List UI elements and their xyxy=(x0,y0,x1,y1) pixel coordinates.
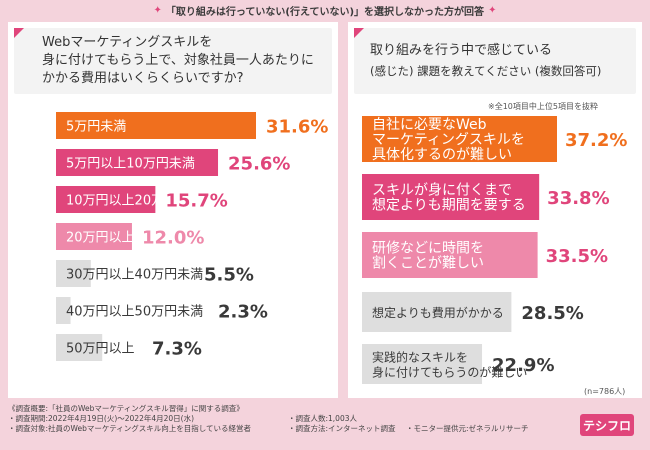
brand-logo: テシフロ xyxy=(580,414,634,436)
footer-provider: ・モニター提供元:ゼネラルリサーチ xyxy=(406,424,529,433)
left-bar-chart: 5万円未満 31.6% 5万円以上10万円未満 25.6% 10万円以上20万円未満15… xyxy=(56,112,328,361)
value-label: 5.5% xyxy=(204,265,254,286)
right-note: ※全10項目中上位5項目を抜粋 xyxy=(488,102,598,111)
left-question-box: Webマーケティングスキルを 身に付けてもらう上で、対象社員一人あたりに かかる… xyxy=(14,28,332,94)
bar xyxy=(56,334,103,361)
bar xyxy=(362,174,540,220)
bar xyxy=(56,223,132,250)
category-label: 30万円以上40万円未満 xyxy=(66,268,203,283)
bar xyxy=(362,292,512,332)
category-label: 実践的なスキルを xyxy=(372,350,468,365)
value-label: 2.3% xyxy=(218,302,268,323)
header-text: 「取り組みは行っていない(行えていない)」を選択しなかった方が回答 xyxy=(165,6,485,18)
bar xyxy=(56,186,156,213)
category-label: 自社に必要なWeb xyxy=(372,117,487,133)
category-label: 研修などに時間を xyxy=(372,241,484,257)
footer: 《調査概要:「社員のWebマーケティングスキル習得」に関する調査》 ・調査期間:… xyxy=(8,404,568,434)
category-label: 20万円以上30万円未満 xyxy=(66,231,203,246)
footer-period: ・調査期間:2022年4月19日(火)〜2022年4月20日(水) xyxy=(8,414,195,423)
footer-respondents: ・調査人数:1,003人 xyxy=(288,414,357,423)
bar xyxy=(362,232,538,278)
value-label: 33.8% xyxy=(547,188,609,209)
category-label: 身に付けてもらうのが難しい xyxy=(372,365,527,380)
star-left-icon: ✦ xyxy=(153,4,162,16)
left-question-line2: 身に付けてもらう上で、対象社員一人あたりに xyxy=(42,53,314,68)
category-label: 割くことが難しい xyxy=(372,255,484,272)
value-label: 15.7% xyxy=(165,191,227,212)
right-question-line2: (感じた) 課題を教えてください (複数回答可) xyxy=(370,64,602,78)
category-label: 具体化するのが難しい xyxy=(372,147,512,163)
right-card: 取り組みを行う中で感じている (感じた) 課題を教えてください (複数回答可) … xyxy=(348,22,642,398)
value-label: 12.0% xyxy=(142,228,204,249)
question-tab-icon xyxy=(354,28,364,38)
header-bar: ✦ 「取り組みは行っていない(行えていない)」を選択しなかった方が回答 ✦ xyxy=(0,0,650,20)
bar xyxy=(56,112,256,139)
right-question-line1: 取り組みを行う中で感じている xyxy=(370,43,553,58)
star-right-icon: ✦ xyxy=(488,4,497,16)
bar xyxy=(362,116,557,162)
bar xyxy=(56,260,91,287)
bar xyxy=(56,149,219,176)
category-label: 5万円以上10万円未満 xyxy=(66,157,195,172)
category-label: 50万円以上 xyxy=(66,342,135,357)
bar xyxy=(362,344,483,384)
sample-size: (n=786人) xyxy=(584,387,626,396)
value-label: 28.5% xyxy=(521,303,583,324)
left-question-line3: かかる費用はいくらくらいですか? xyxy=(42,71,244,86)
category-label: スキルが身に付くまで xyxy=(372,183,512,199)
category-label: 想定よりも費用がかかる xyxy=(372,305,504,320)
value-label: 37.2% xyxy=(565,130,627,151)
value-label: 31.6% xyxy=(266,117,328,138)
bar xyxy=(56,297,71,324)
value-label: 7.3% xyxy=(152,339,202,360)
value-label: 25.6% xyxy=(228,154,290,175)
category-label: 5万円未満 xyxy=(66,120,126,135)
question-tab-icon xyxy=(14,28,24,38)
value-label: 22.9% xyxy=(492,355,554,376)
value-label: 33.5% xyxy=(546,246,608,267)
right-question-box: 取り組みを行う中で感じている (感じた) 課題を教えてください (複数回答可) xyxy=(354,28,636,94)
category-label: 40万円以上50万円未満 xyxy=(66,305,203,320)
left-card: Webマーケティングスキルを 身に付けてもらう上で、対象社員一人あたりに かかる… xyxy=(8,22,338,398)
footer-method: ・調査方法:インターネット調査 xyxy=(288,424,396,433)
left-question-line1: Webマーケティングスキルを xyxy=(42,35,213,50)
footer-line1: 《調査概要:「社員のWebマーケティングスキル習得」に関する調査》 xyxy=(8,404,244,413)
category-label: 10万円以上20万円未満 xyxy=(66,194,203,209)
category-label: 想定よりも期間を要する xyxy=(372,198,526,214)
footer-target: ・調査対象:社員のWebマーケティングスキル向上を目指している経営者 xyxy=(8,424,252,433)
category-label: マーケティングスキルを xyxy=(372,132,525,148)
